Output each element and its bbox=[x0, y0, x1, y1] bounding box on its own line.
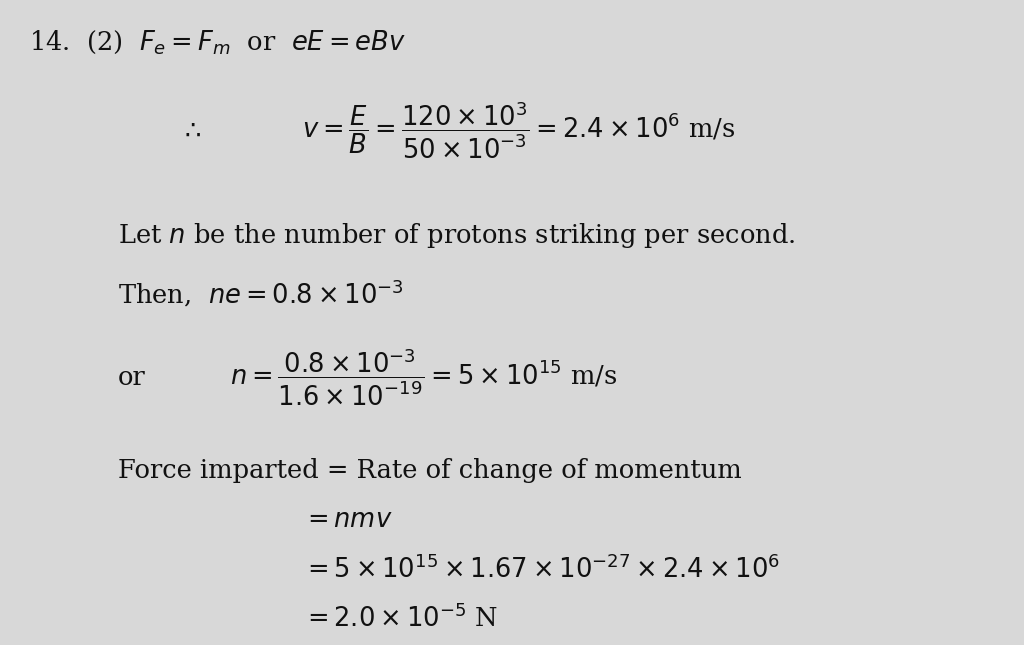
Text: $= 5\times10^{15}\times1.67\times10^{-27}\times2.4\times10^{6}$: $= 5\times10^{15}\times1.67\times10^{-27… bbox=[302, 555, 780, 583]
Text: $= 2.0\times10^{-5}$ N: $= 2.0\times10^{-5}$ N bbox=[302, 604, 498, 632]
Text: $n = \dfrac{0.8\times10^{-3}}{1.6\times10^{-19}} = 5\times10^{15}$ m/s: $n = \dfrac{0.8\times10^{-3}}{1.6\times1… bbox=[230, 347, 617, 408]
Text: Then,  $ne = 0.8\times10^{-3}$: Then, $ne = 0.8\times10^{-3}$ bbox=[118, 278, 403, 309]
Text: Let $n$ be the number of protons striking per second.: Let $n$ be the number of protons strikin… bbox=[118, 221, 796, 250]
Text: or: or bbox=[118, 365, 145, 390]
Text: 14.  (2)  $F_e = F_m$  or  $eE = eBv$: 14. (2) $F_e = F_m$ or $eE = eBv$ bbox=[29, 28, 406, 56]
Text: $\therefore$: $\therefore$ bbox=[179, 118, 201, 143]
Text: $= nmv$: $= nmv$ bbox=[302, 507, 392, 531]
Text: $v = \dfrac{E}{B} = \dfrac{120\times10^{3}}{50\times10^{-3}} = 2.4\times10^{6}$ : $v = \dfrac{E}{B} = \dfrac{120\times10^{… bbox=[302, 100, 735, 161]
Text: Force imparted = Rate of change of momentum: Force imparted = Rate of change of momen… bbox=[118, 459, 741, 483]
